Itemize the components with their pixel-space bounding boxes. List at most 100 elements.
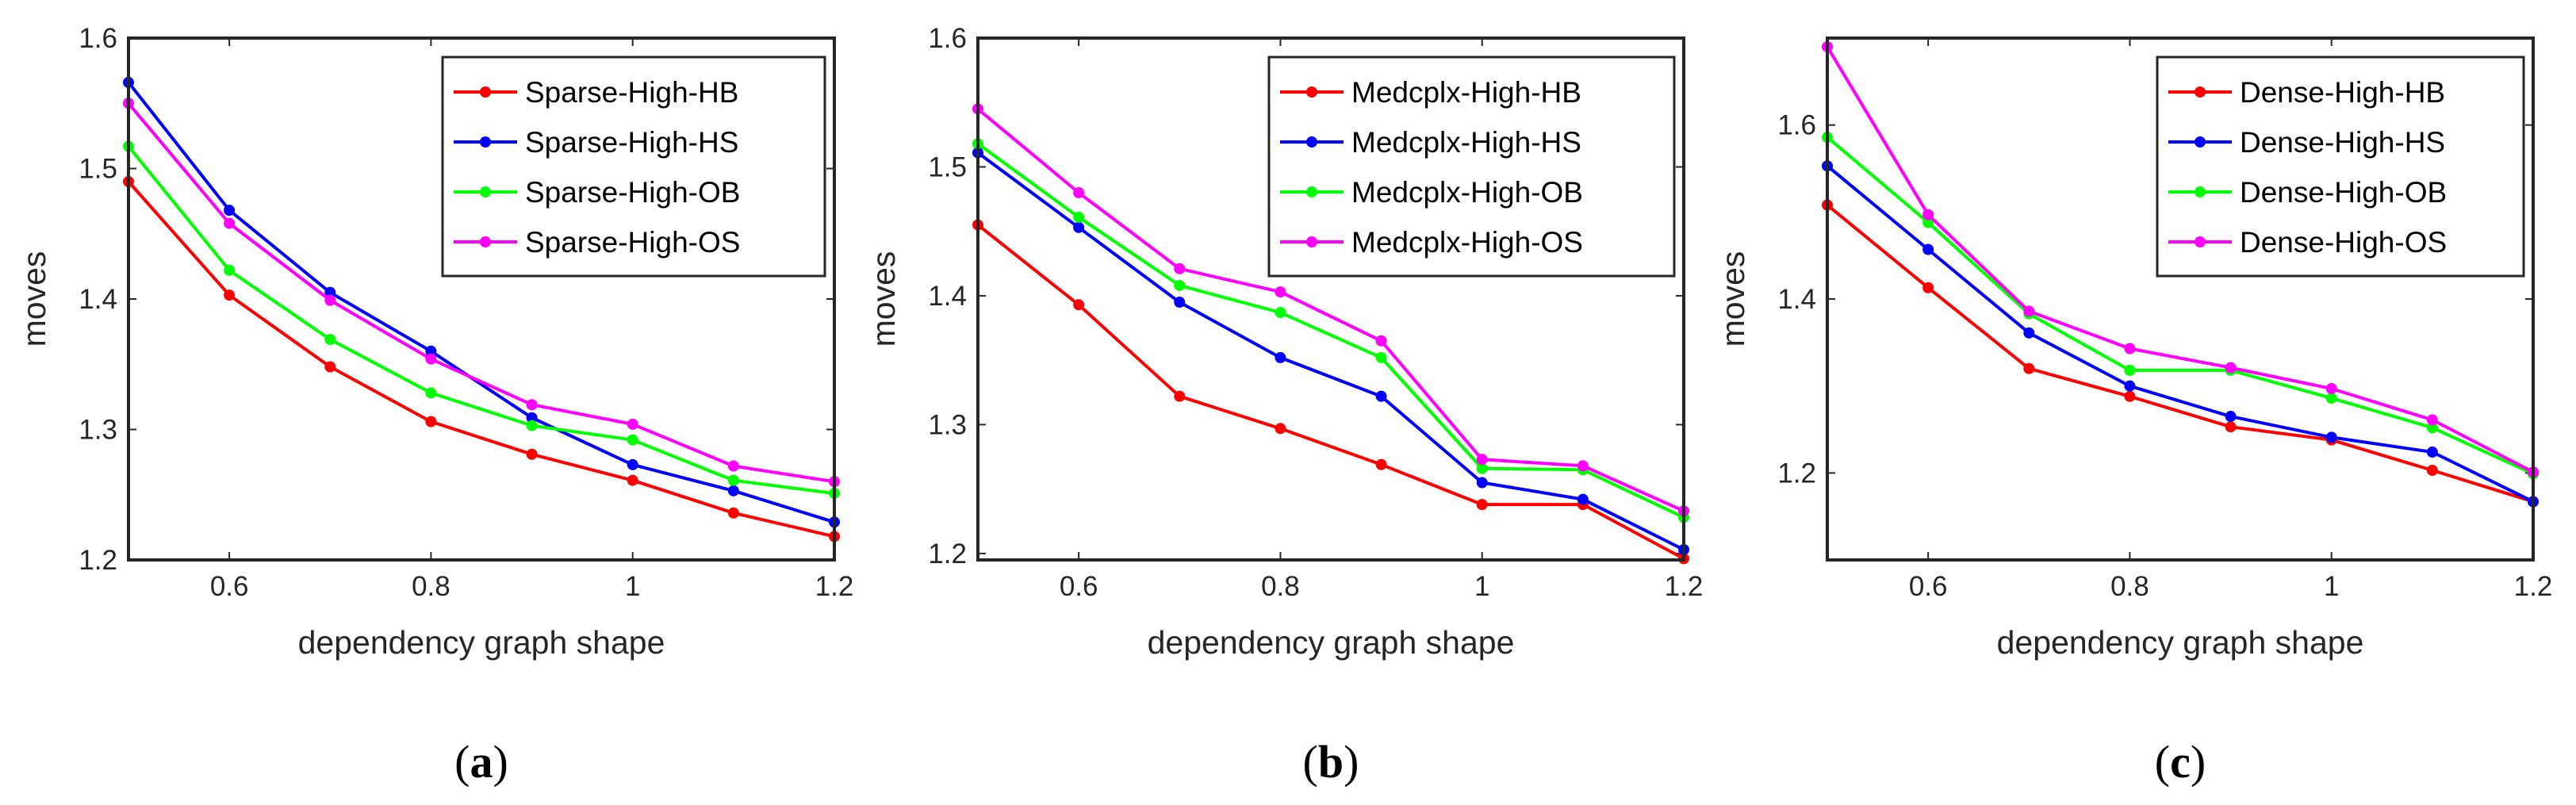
data-point-os xyxy=(1922,209,1934,220)
data-point-hs xyxy=(627,458,638,470)
data-point-os xyxy=(224,217,236,229)
data-point-hb xyxy=(1476,499,1488,511)
y-tick-label: 1.5 xyxy=(928,151,967,182)
y-axis-label: moves xyxy=(16,251,52,347)
data-point-ob xyxy=(425,387,437,399)
series-line-os xyxy=(976,107,1685,513)
data-point-hs xyxy=(1922,243,1934,255)
data-point-hb xyxy=(526,448,538,460)
x-tick-label: 0.6 xyxy=(210,571,249,602)
legend-marker-hs xyxy=(480,136,491,148)
legend-label: Sparse-High-HB xyxy=(525,76,738,109)
data-point-ob xyxy=(1275,307,1286,319)
plot-frame xyxy=(976,36,1685,562)
legend-marker-hs xyxy=(2195,136,2206,148)
chart-panel-b: 0.6 0.8 1 1.2 1.2 1.3 1.4 1.5 1.6 dependency grap… xyxy=(865,23,1703,788)
panel-label: (c) xyxy=(2155,736,2206,788)
data-point-hb xyxy=(425,416,437,427)
legend: Medcplx-High-HB Medcplx-High-HS Medcplx-Hi… xyxy=(1267,56,1676,278)
x-tick-label: 0.8 xyxy=(1261,571,1300,602)
data-point-ob xyxy=(627,434,638,446)
panel-label-close: ) xyxy=(2191,736,2206,788)
data-point-os xyxy=(2023,305,2035,317)
y-axis-label: moves xyxy=(1715,251,1751,347)
series-line-hs xyxy=(127,81,835,524)
data-point-ob xyxy=(526,420,538,431)
data-point-hs xyxy=(2426,447,2438,458)
legend-marker-ob xyxy=(2195,186,2206,197)
series-line-hs xyxy=(976,151,1685,551)
data-point-hb xyxy=(324,361,336,373)
data-point-os xyxy=(727,460,739,472)
data-point-hs xyxy=(324,286,336,298)
x-axis-label: dependency graph shape xyxy=(1997,624,2364,661)
y-tick-label: 1.6 xyxy=(1777,110,1816,141)
data-point-os xyxy=(425,353,437,365)
data-point-ob xyxy=(2426,422,2438,434)
panel-label-letter: c xyxy=(2170,736,2191,788)
data-point-hb xyxy=(1174,390,1186,402)
data-point-hs xyxy=(2225,411,2237,423)
data-point-hb xyxy=(727,507,739,519)
data-point-ob xyxy=(1073,211,1085,223)
data-point-hs xyxy=(1375,390,1387,402)
data-point-hs xyxy=(526,412,538,424)
data-point-hs xyxy=(425,345,437,357)
data-point-hb xyxy=(2426,465,2438,477)
legend-marker-os xyxy=(480,236,491,247)
panel-label: (a) xyxy=(454,736,508,788)
data-point-hs xyxy=(1476,477,1488,489)
legend-marker-hb xyxy=(1306,86,1317,98)
y-tick-label: 1.4 xyxy=(79,284,117,315)
data-point-os xyxy=(2124,343,2136,355)
y-axis-label: moves xyxy=(865,251,902,347)
plot-frame xyxy=(127,36,836,562)
y-tick-label: 1.4 xyxy=(1777,284,1816,315)
series-line-hb xyxy=(1826,204,2534,504)
series-line-hs xyxy=(1826,164,2534,504)
x-tick-label: 0.8 xyxy=(2110,571,2149,602)
data-point-ob xyxy=(324,333,336,345)
legend-marker-hs xyxy=(1306,136,1317,148)
legend-label: Medcplx-High-OS xyxy=(1351,226,1583,259)
x-tick-label: 1.2 xyxy=(1665,571,1704,602)
x-tick-label: 1 xyxy=(1474,571,1489,602)
data-point-hs xyxy=(2124,380,2136,392)
data-point-ob xyxy=(1375,351,1387,363)
x-tick-label: 1 xyxy=(625,571,640,602)
legend: Sparse-High-HB Sparse-High-HS Sparse-High-… xyxy=(441,56,826,278)
data-point-hb xyxy=(1073,299,1085,311)
data-point-os xyxy=(1375,335,1387,347)
panel-label-close: ) xyxy=(493,736,508,788)
panel-label-open: ( xyxy=(1303,736,1318,788)
y-tick-label: 1.6 xyxy=(928,23,967,54)
legend-label: Dense-High-HB xyxy=(2240,76,2445,109)
y-tick-label: 1.4 xyxy=(928,281,967,312)
data-point-os xyxy=(526,399,538,411)
panel-label-close: ) xyxy=(1344,736,1359,788)
x-axis-label: dependency graph shape xyxy=(298,624,665,661)
series-line-ob xyxy=(976,142,1685,519)
data-point-os xyxy=(1275,286,1286,298)
data-point-os xyxy=(1577,460,1589,472)
data-point-hb xyxy=(627,474,638,486)
y-tick-label: 1.3 xyxy=(79,415,117,446)
y-tick-label: 1.2 xyxy=(1777,458,1816,489)
x-axis-label: dependency graph shape xyxy=(1148,624,1515,661)
data-point-os xyxy=(2225,362,2237,374)
legend-marker-hb xyxy=(2195,86,2206,98)
data-point-os xyxy=(627,418,638,430)
series-line-hb xyxy=(127,180,835,539)
data-point-hs xyxy=(727,485,739,496)
series-line-os xyxy=(1826,45,2534,473)
data-point-hb xyxy=(2023,362,2035,374)
panel-label-open: ( xyxy=(454,736,470,788)
data-point-os xyxy=(1476,454,1488,466)
data-point-ob xyxy=(1174,279,1186,291)
legend-label: Sparse-High-HS xyxy=(525,126,738,159)
data-point-hs xyxy=(2023,327,2035,339)
data-point-hs xyxy=(224,205,236,217)
data-point-ob xyxy=(1476,462,1488,474)
panel-label-open: ( xyxy=(2155,736,2170,788)
